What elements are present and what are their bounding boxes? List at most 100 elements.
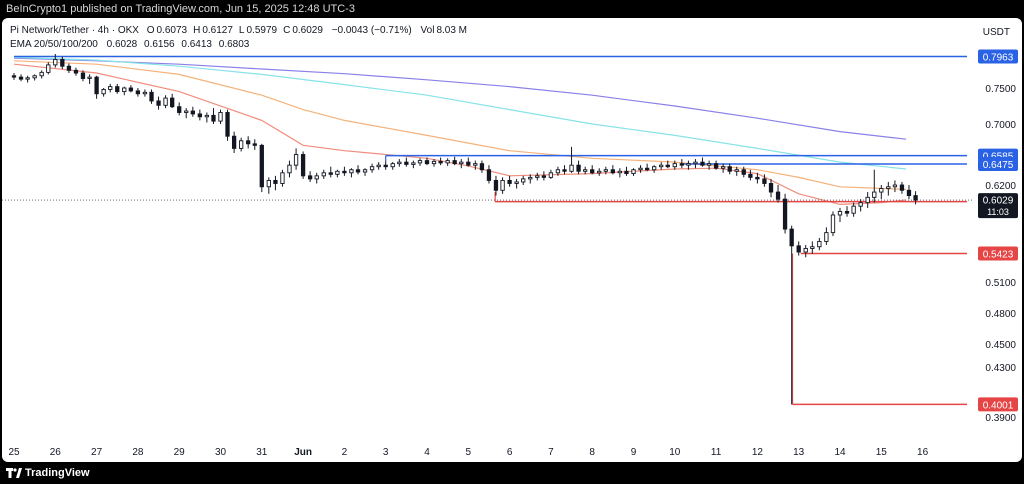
candle-body[interactable]	[349, 169, 354, 174]
candle-body[interactable]	[287, 164, 292, 174]
candle-body[interactable]	[507, 179, 512, 184]
candle-body[interactable]	[417, 160, 423, 164]
candle-body[interactable]	[94, 76, 99, 95]
candle-body[interactable]	[231, 135, 237, 149]
candle-body[interactable]	[555, 169, 561, 174]
candle-body[interactable]	[576, 164, 581, 172]
candle-body[interactable]	[672, 163, 677, 168]
candle-body[interactable]	[431, 160, 437, 165]
candle-body[interactable]	[500, 179, 505, 191]
candle-body[interactable]	[225, 112, 230, 137]
ema-legend[interactable]: EMA 20/50/100/200 0.6028 0.6156 0.6413 0…	[10, 39, 249, 50]
candle-body[interactable]	[796, 245, 801, 253]
candle-body[interactable]	[273, 179, 278, 184]
candle-body[interactable]	[652, 166, 657, 171]
candle-body[interactable]	[830, 214, 836, 234]
candle-body[interactable]	[246, 140, 251, 145]
candle-body[interactable]	[638, 167, 643, 171]
candle-body[interactable]	[197, 113, 202, 118]
candle-body[interactable]	[355, 169, 361, 173]
candle-body[interactable]	[122, 87, 127, 93]
candle-body[interactable]	[597, 170, 602, 174]
candle-body[interactable]	[438, 160, 443, 164]
candle-body[interactable]	[713, 163, 719, 169]
candle-body[interactable]	[824, 232, 829, 242]
candle-body[interactable]	[314, 175, 319, 180]
symbol-title[interactable]: Pi Network/Tether · 4h · OKX	[10, 25, 139, 36]
candle-body[interactable]	[238, 140, 244, 149]
candle-body[interactable]	[810, 246, 815, 249]
candle-body[interactable]	[211, 114, 216, 122]
candle-body[interactable]	[879, 188, 884, 193]
candle-body[interactable]	[624, 170, 629, 175]
candle-body[interactable]	[142, 91, 148, 95]
candle-body[interactable]	[466, 161, 471, 166]
candle-body[interactable]	[80, 72, 86, 79]
candle-body[interactable]	[541, 175, 547, 178]
candle-body[interactable]	[190, 110, 195, 115]
candle-body[interactable]	[644, 167, 650, 171]
candle-body[interactable]	[789, 228, 794, 247]
candle-body[interactable]	[362, 169, 368, 173]
candle-body[interactable]	[858, 202, 863, 207]
candle-body[interactable]	[328, 172, 333, 175]
candle-body[interactable]	[46, 64, 51, 73]
candle-body[interactable]	[459, 161, 464, 165]
candle-body[interactable]	[734, 169, 739, 172]
candle-body[interactable]	[87, 76, 92, 79]
candle-body[interactable]	[101, 88, 106, 95]
candle-body[interactable]	[390, 163, 395, 168]
candle-body[interactable]	[218, 112, 223, 122]
candle-body[interactable]	[851, 205, 856, 214]
candle-body[interactable]	[837, 211, 843, 216]
candle-body[interactable]	[665, 164, 670, 168]
candle-body[interactable]	[562, 169, 567, 172]
candle-body[interactable]	[335, 170, 340, 175]
candle-body[interactable]	[899, 184, 905, 191]
support-level-badge[interactable]	[978, 246, 1018, 261]
candle-body[interactable]	[817, 240, 822, 248]
candle-body[interactable]	[803, 248, 808, 253]
candle-body[interactable]	[149, 91, 154, 102]
candle-body[interactable]	[700, 161, 705, 166]
resistance-level-badge[interactable]	[978, 49, 1018, 64]
candle-body[interactable]	[610, 169, 616, 174]
candle-body[interactable]	[528, 176, 533, 180]
candle-body[interactable]	[521, 178, 526, 183]
price-chart[interactable]: 0.7500 0.7000 0.6200 0.5100 0.4800 0.4500 0.43…	[2, 18, 1022, 462]
candle-body[interactable]	[762, 178, 767, 184]
candle-body[interactable]	[424, 160, 430, 165]
candle-body[interactable]	[514, 181, 519, 184]
tradingview-brand[interactable]: TradingView	[25, 467, 90, 479]
candle-body[interactable]	[872, 191, 877, 198]
candle-body[interactable]	[755, 176, 760, 180]
candle-body[interactable]	[53, 58, 58, 66]
candle-body[interactable]	[300, 154, 306, 177]
candle-body[interactable]	[748, 173, 753, 178]
candle-body[interactable]	[342, 170, 347, 174]
candle-body[interactable]	[590, 169, 595, 174]
candle-body[interactable]	[397, 161, 402, 165]
candle-body[interactable]	[252, 143, 257, 146]
candle-body[interactable]	[170, 97, 175, 108]
candle-body[interactable]	[321, 172, 326, 177]
support-level-badge[interactable]	[978, 397, 1018, 412]
candle-body[interactable]	[686, 163, 691, 166]
candle-body[interactable]	[445, 160, 450, 164]
candle-body[interactable]	[73, 69, 79, 74]
candle-body[interactable]	[768, 183, 774, 193]
candle-body[interactable]	[452, 160, 457, 165]
candle-body[interactable]	[569, 164, 574, 172]
candle-body[interactable]	[473, 163, 478, 166]
candle-body[interactable]	[486, 169, 492, 181]
candle-body[interactable]	[886, 186, 891, 189]
candle-body[interactable]	[11, 75, 17, 78]
candle-body[interactable]	[184, 110, 189, 113]
candle-body[interactable]	[493, 179, 499, 191]
candle-body[interactable]	[39, 71, 44, 77]
candle-body[interactable]	[548, 172, 554, 178]
candle-body[interactable]	[906, 189, 912, 197]
candle-body[interactable]	[177, 106, 182, 113]
candle-body[interactable]	[108, 86, 113, 90]
candle-body[interactable]	[583, 169, 588, 172]
